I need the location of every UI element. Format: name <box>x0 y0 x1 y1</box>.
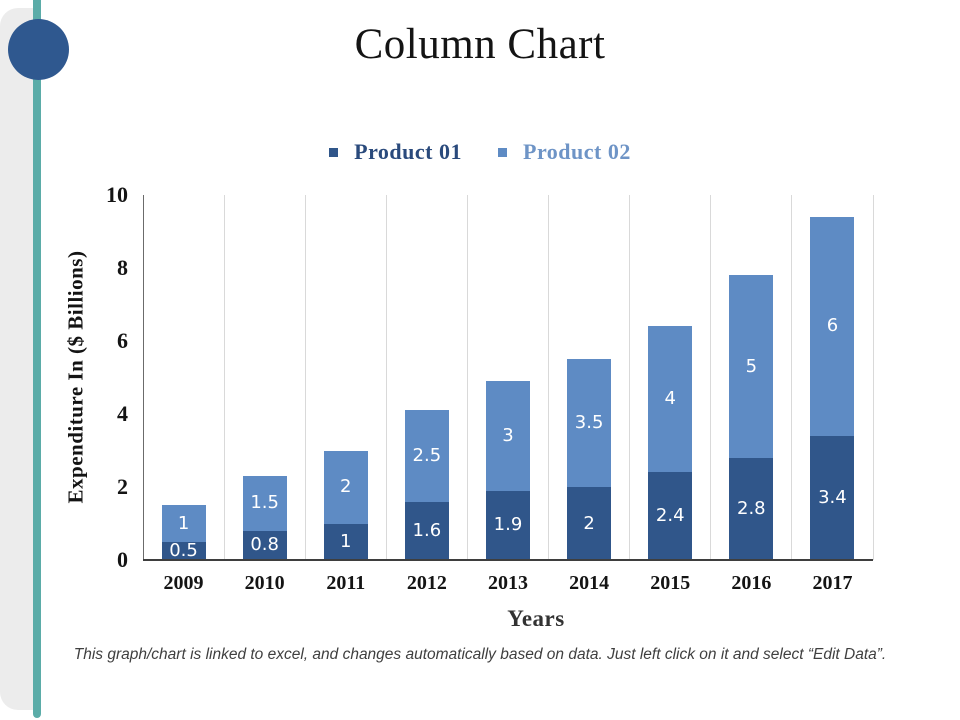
x-axis-line <box>143 559 873 561</box>
bar-segment-product-01-2010[interactable]: 0.8 <box>242 530 287 560</box>
bar-data-label: 2.5 <box>412 444 442 466</box>
bar-segment-product-01-2017[interactable]: 3.4 <box>810 435 855 560</box>
bar-segment-product-02-2009[interactable]: 1 <box>161 505 206 542</box>
bar-segment-product-02-2010[interactable]: 1.5 <box>242 476 287 531</box>
bar-segment-product-02-2014[interactable]: 3.5 <box>567 359 612 487</box>
bar-segment-product-01-2015[interactable]: 2.4 <box>648 472 693 560</box>
x-axis-ticks: 2009 2010 2011 2012 2013 2014 2015 2016 2017 <box>143 572 873 600</box>
gridline <box>385 195 387 560</box>
x-tick-label: 2014 <box>569 572 610 594</box>
bar-segment-product-01-2014[interactable]: 2 <box>567 487 612 560</box>
bar-segment-product-02-2016[interactable]: 5 <box>729 275 774 458</box>
y-axis-ticks: 0 2 4 6 8 10 <box>0 184 128 571</box>
bar-segment-product-01-2016[interactable]: 2.8 <box>729 457 774 560</box>
x-tick-label: 2013 <box>488 572 528 594</box>
x-tick-label: 2010 <box>244 572 285 594</box>
decorative-circle <box>8 19 69 80</box>
caption-text: This graph/chart is linked to excel, and… <box>73 646 887 663</box>
y-tick-label: 10 <box>106 182 128 207</box>
legend-item-product-02[interactable]: Product 02 <box>498 139 631 165</box>
y-axis-line <box>143 195 144 560</box>
legend-label: Product 01 <box>354 139 462 164</box>
bar-data-label: 0.8 <box>250 534 279 556</box>
bar-segment-product-01-2011[interactable]: 1 <box>323 523 368 560</box>
legend-label: Product 02 <box>523 139 631 164</box>
bar-data-label: 2 <box>340 476 352 497</box>
bar-data-label: 0.5 <box>169 539 198 561</box>
y-tick-label: 8 <box>117 255 128 280</box>
bar-data-label: 1 <box>177 512 190 534</box>
bar-segment-product-02-2012[interactable]: 2.5 <box>404 410 449 502</box>
x-tick-label: 2011 <box>326 572 366 594</box>
bar-data-label: 3 <box>502 424 514 446</box>
left-accent-line <box>33 0 41 718</box>
bar-data-label: 6 <box>826 315 839 337</box>
gridline <box>466 195 468 560</box>
bar-data-label: 1 <box>340 530 352 552</box>
x-tick-label: 2015 <box>650 572 691 594</box>
bar-data-label: 1.5 <box>250 492 279 514</box>
plot-area[interactable]: 0.5 1 0.8 1.5 1 2 1.6 2.5 1.9 3 2 3.5 2.4 4 2.8 5 3.4 6 <box>143 195 874 561</box>
gridline <box>304 195 306 560</box>
bar-data-label: 4 <box>664 388 676 410</box>
legend-item-product-01[interactable]: Product 01 <box>329 139 462 165</box>
bar-segment-product-02-2017[interactable]: 6 <box>810 216 855 436</box>
x-tick-label: 2012 <box>406 572 447 594</box>
slide-title: Column Chart <box>354 21 606 68</box>
x-tick-label: 2016 <box>731 572 772 594</box>
x-tick-label: 2017 <box>812 572 853 594</box>
bar-segment-product-01-2013[interactable]: 1.9 <box>486 490 530 560</box>
y-tick-label: 4 <box>117 401 128 426</box>
legend-marker-icon <box>498 147 507 157</box>
gridline <box>791 195 793 560</box>
bar-data-label: 5 <box>745 355 758 377</box>
chart-legend: Product 01 Product 02 <box>0 139 960 165</box>
gridline <box>223 195 225 560</box>
bar-segment-product-01-2012[interactable]: 1.6 <box>404 501 449 560</box>
bar-data-label: 3.4 <box>818 486 847 508</box>
bar-data-label: 2.8 <box>737 497 766 519</box>
gridline <box>872 195 874 560</box>
bar-segment-product-01-2009[interactable]: 0.5 <box>161 539 206 561</box>
gridline <box>629 195 631 560</box>
bar-data-label: 2.4 <box>655 505 685 527</box>
bar-segment-product-02-2015[interactable]: 4 <box>648 326 693 473</box>
legend-marker-icon <box>329 147 339 157</box>
x-axis-title: Years <box>507 606 565 631</box>
bar-data-label: 1.9 <box>493 514 523 536</box>
x-tick-label: 2009 <box>163 572 204 594</box>
bar-segment-product-02-2011[interactable]: 2 <box>323 450 368 524</box>
bar-data-label: 2 <box>583 512 595 534</box>
y-tick-label: 0 <box>117 547 128 572</box>
bar-data-label: 1.6 <box>412 519 442 541</box>
gridline <box>548 195 550 560</box>
bar-data-label: 3.5 <box>574 412 604 434</box>
gridline <box>710 195 712 560</box>
y-tick-label: 2 <box>117 474 128 499</box>
y-tick-label: 6 <box>117 328 128 353</box>
left-accent-band <box>0 8 36 710</box>
bar-segment-product-02-2013[interactable]: 3 <box>486 381 530 491</box>
